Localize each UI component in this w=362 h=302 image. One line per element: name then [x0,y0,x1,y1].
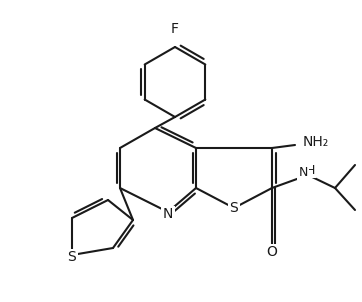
Text: NH₂: NH₂ [303,135,329,149]
Text: S: S [230,201,238,215]
Text: N: N [298,165,308,178]
Text: O: O [266,245,277,259]
Text: N: N [163,207,173,221]
Text: S: S [68,250,76,264]
Text: H: H [305,163,315,176]
Text: F: F [171,22,179,36]
